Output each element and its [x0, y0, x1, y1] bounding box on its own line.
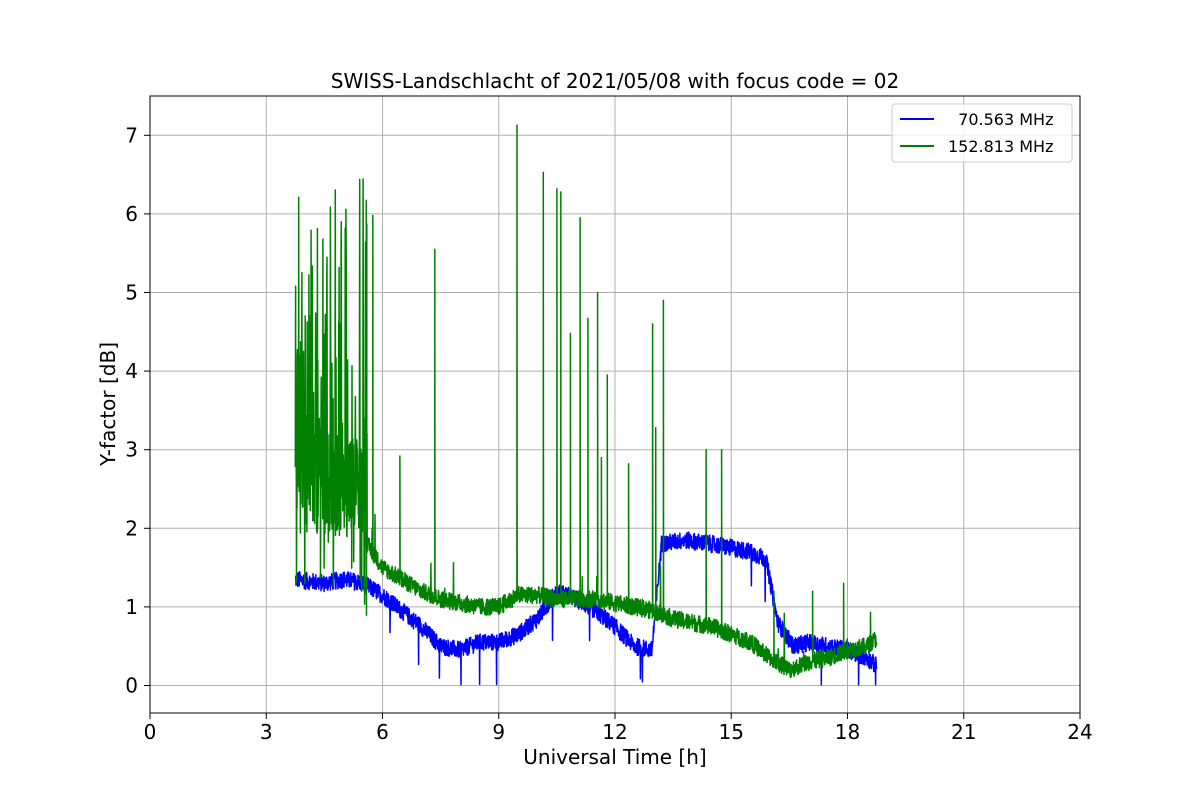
- x-tick-label: 6: [376, 720, 389, 744]
- series-layer: [294, 124, 878, 686]
- x-tick-label: 15: [719, 720, 744, 744]
- x-tick-label: 0: [144, 720, 157, 744]
- series-line-2: [294, 124, 878, 678]
- y-tick-label: 5: [125, 280, 138, 304]
- y-tick-label: 6: [125, 202, 138, 226]
- legend-box: [891, 103, 1073, 163]
- x-tick-label: 3: [260, 720, 273, 744]
- y-tick-label: 0: [125, 673, 138, 697]
- x-tick-label: 24: [1067, 720, 1092, 744]
- legend: 70.563 MHz 152.813 MHz: [891, 103, 1073, 163]
- x-axis-label: Universal Time [h]: [523, 745, 706, 769]
- x-tick-label: 21: [951, 720, 976, 744]
- y-tick-label: 7: [125, 123, 138, 147]
- y-axis-label: Y-factor [dB]: [96, 342, 120, 467]
- y-tick-label: 3: [125, 438, 138, 462]
- y-tick-label: 2: [125, 516, 138, 540]
- x-tick-label: 12: [602, 720, 627, 744]
- y-tick-label: 1: [125, 595, 138, 619]
- y-tick-label: 4: [125, 359, 138, 383]
- y-axis: 0 1 2 3 4 5 6 7: [125, 123, 150, 697]
- legend-label-series-2: 152.813 MHz: [948, 137, 1053, 156]
- chart-title: SWISS-Landschlacht of 2021/05/08 with fo…: [331, 69, 899, 93]
- x-tick-label: 9: [492, 720, 505, 744]
- x-tick-label: 18: [835, 720, 860, 744]
- x-axis: 0 3 6 9 12 15 18 21 24: [144, 713, 1093, 744]
- legend-label-series-1: 70.563 MHz: [948, 110, 1053, 129]
